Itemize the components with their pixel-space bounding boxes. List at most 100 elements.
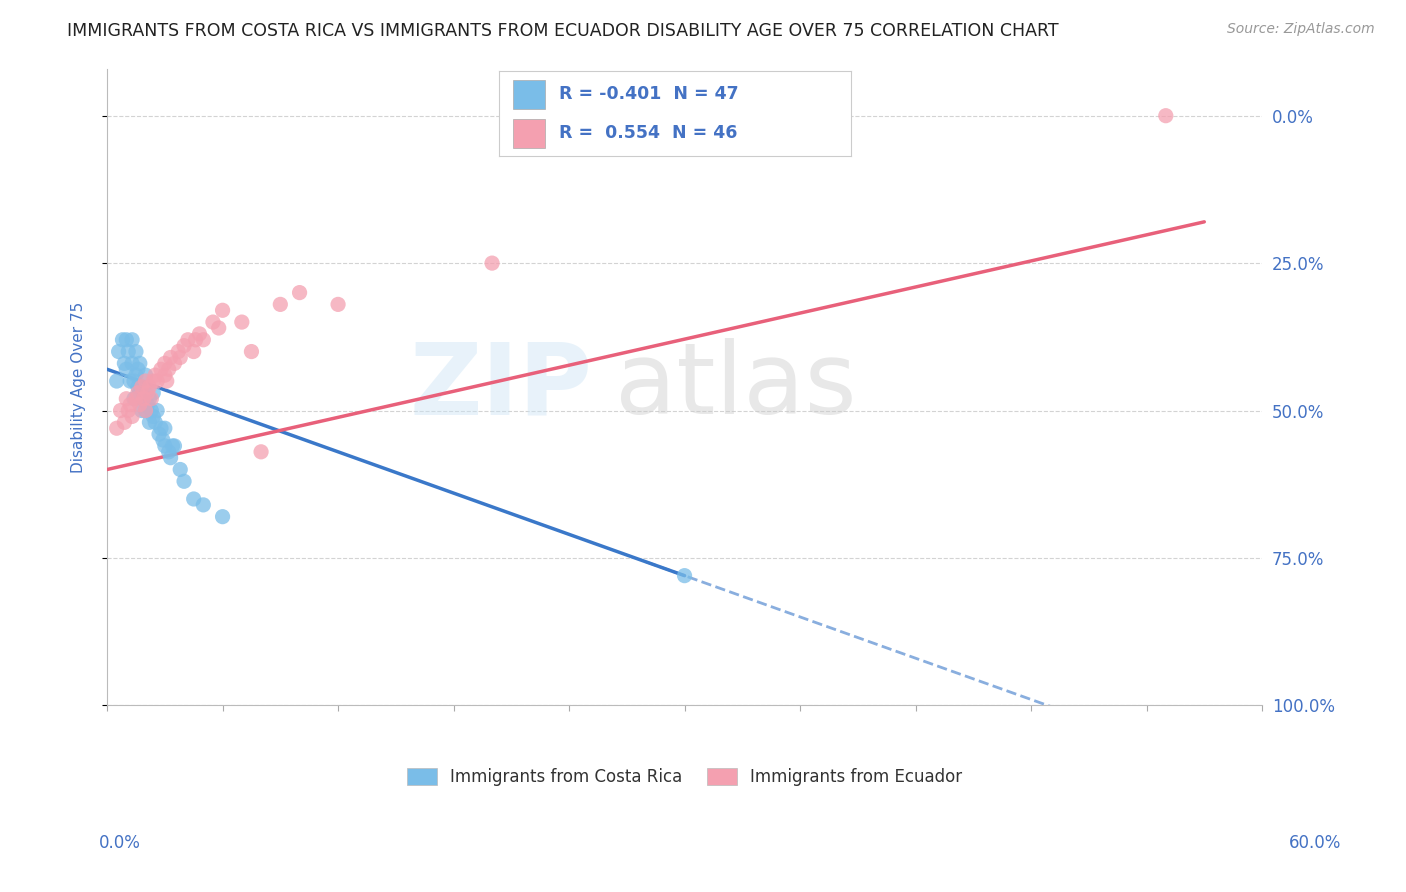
Point [163,356,186,370]
Point [211,509,233,524]
Point [136,385,159,400]
Point [163,439,186,453]
Point [120,398,142,412]
Point [141,403,163,417]
Point [201,315,224,329]
Point [131,380,153,394]
Point [193,333,215,347]
Point [250,445,273,459]
Point [110,403,132,417]
Point [148,427,170,442]
Point [159,450,181,465]
Point [231,315,253,329]
Point [121,333,143,347]
Text: Source: ZipAtlas.com: Source: ZipAtlas.com [1227,22,1375,37]
Point [1154,109,1177,123]
Point [127,380,149,394]
Point [177,333,200,347]
Point [269,297,291,311]
Point [240,344,263,359]
Point [188,326,211,341]
Point [157,362,180,376]
Point [208,321,231,335]
Point [135,403,157,417]
Y-axis label: Disability Age Over 75: Disability Age Over 75 [72,301,86,473]
Point [125,368,148,383]
Point [111,333,134,347]
Text: 60.0%: 60.0% [1288,834,1341,852]
Point [153,356,176,370]
Point [132,392,155,406]
Point [112,356,135,370]
Point [127,362,149,376]
Point [146,403,169,417]
Point [152,433,174,447]
Point [135,403,157,417]
Text: R = -0.401  N = 47: R = -0.401 N = 47 [560,86,738,103]
Point [132,392,155,406]
Point [117,403,139,417]
Point [105,421,128,435]
Text: IMMIGRANTS FROM COSTA RICA VS IMMIGRANTS FROM ECUADOR DISABILITY AGE OVER 75 COR: IMMIGRANTS FROM COSTA RICA VS IMMIGRANTS… [67,22,1059,40]
Point [149,362,172,376]
Point [288,285,311,300]
Point [143,415,166,429]
Point [105,374,128,388]
Point [115,333,138,347]
Point [146,374,169,388]
Point [122,374,145,388]
Point [135,385,157,400]
Point [107,344,129,359]
Point [121,409,143,424]
Point [112,415,135,429]
Point [156,374,179,388]
Text: ZIP: ZIP [409,338,592,435]
Point [142,385,165,400]
Point [138,415,160,429]
Point [153,439,176,453]
Point [138,392,160,406]
Point [128,385,150,400]
Point [149,421,172,435]
Point [135,374,157,388]
Point [125,392,148,406]
Point [169,462,191,476]
Point [193,498,215,512]
Point [122,392,145,406]
Text: atlas: atlas [616,338,856,435]
Point [326,297,349,311]
Point [128,356,150,370]
Point [173,475,195,489]
Point [121,356,143,370]
Point [115,362,138,376]
Point [673,568,696,582]
Point [128,398,150,412]
Point [183,344,205,359]
Point [169,351,191,365]
Point [142,409,165,424]
Point [153,421,176,435]
FancyBboxPatch shape [513,80,546,109]
Point [141,392,163,406]
Point [153,368,176,383]
Text: R =  0.554  N = 46: R = 0.554 N = 46 [560,124,737,142]
Text: 0.0%: 0.0% [98,834,141,852]
Point [173,339,195,353]
Point [117,344,139,359]
Point [143,368,166,383]
Point [159,351,181,365]
Point [136,398,159,412]
Point [138,380,160,394]
Point [125,344,148,359]
Point [131,403,153,417]
Point [131,380,153,394]
Point [167,344,190,359]
FancyBboxPatch shape [513,119,546,147]
Point [115,392,138,406]
Point [157,445,180,459]
Legend: Immigrants from Costa Rica, Immigrants from Ecuador: Immigrants from Costa Rica, Immigrants f… [399,762,969,793]
Point [481,256,503,270]
Point [183,491,205,506]
Point [211,303,233,318]
Point [127,385,149,400]
